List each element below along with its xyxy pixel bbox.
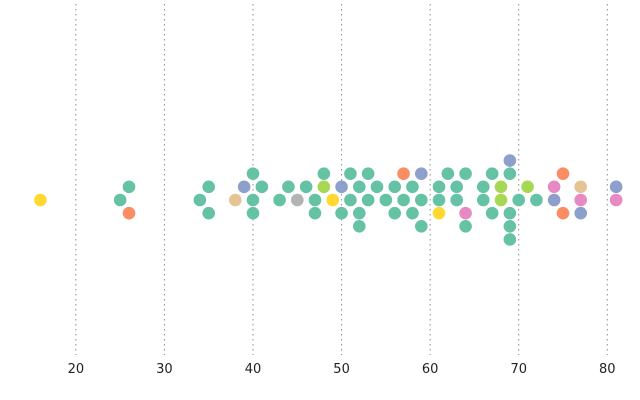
x-tick-label: 80 <box>599 362 616 377</box>
data-point <box>202 206 216 220</box>
data-point <box>361 193 375 207</box>
data-point <box>344 167 357 180</box>
data-point <box>556 206 570 220</box>
data-point <box>556 167 570 180</box>
data-point <box>308 193 322 207</box>
data-point <box>441 167 455 180</box>
data-point <box>202 180 216 194</box>
data-point <box>414 167 428 180</box>
x-tick-label: 60 <box>422 362 439 377</box>
data-point <box>503 167 517 180</box>
data-point <box>344 193 357 207</box>
data-point <box>246 193 260 207</box>
grid-lines <box>75 4 608 355</box>
data-point <box>406 180 419 194</box>
data-point <box>317 180 331 194</box>
data-point <box>34 193 47 207</box>
data-point <box>494 180 508 194</box>
data-point <box>388 180 402 194</box>
data-point <box>459 206 472 220</box>
data-point <box>414 220 428 233</box>
data-point <box>352 206 366 220</box>
data-point <box>326 193 340 207</box>
data-point <box>450 180 464 194</box>
data-point <box>255 180 269 194</box>
data-point <box>352 180 366 194</box>
data-point <box>228 193 242 207</box>
data-point <box>530 193 543 207</box>
data-point <box>609 180 623 194</box>
data-point <box>503 154 517 167</box>
data-point <box>388 206 402 220</box>
data-point <box>476 180 490 194</box>
data-point <box>432 180 446 194</box>
data-point <box>246 167 260 180</box>
x-axis-tick-labels: 20 30 40 50 60 70 80 <box>68 362 616 377</box>
data-point <box>547 180 561 194</box>
data-point <box>432 206 446 220</box>
data-point <box>397 167 410 180</box>
data-point <box>246 206 260 220</box>
data-point <box>335 180 348 194</box>
data-point <box>308 206 322 220</box>
data-point <box>122 206 136 220</box>
data-point <box>273 193 286 207</box>
x-tick-label: 70 <box>510 362 527 377</box>
data-point <box>122 180 136 194</box>
data-point <box>397 193 410 207</box>
data-point <box>609 193 623 207</box>
data-point <box>290 193 304 207</box>
data-points <box>34 154 623 246</box>
data-point <box>521 180 534 194</box>
data-point <box>494 193 508 207</box>
x-tick-label: 50 <box>333 362 350 377</box>
data-point <box>406 206 419 220</box>
data-point <box>503 220 517 233</box>
data-point <box>485 206 499 220</box>
data-point <box>476 193 490 207</box>
data-point <box>379 193 393 207</box>
data-point <box>299 180 313 194</box>
data-point <box>432 193 446 207</box>
data-point <box>414 193 428 207</box>
data-point <box>512 193 526 207</box>
data-point <box>503 206 517 220</box>
x-tick-label: 40 <box>245 362 262 377</box>
data-point <box>317 167 331 180</box>
x-tick-label: 30 <box>156 362 173 377</box>
data-point <box>113 193 127 207</box>
data-point <box>459 220 472 233</box>
data-point <box>459 167 472 180</box>
data-point <box>237 180 251 194</box>
x-tick-label: 20 <box>68 362 85 377</box>
data-point <box>282 180 295 194</box>
data-point <box>352 220 366 233</box>
data-point <box>485 167 499 180</box>
data-point <box>574 193 588 207</box>
data-point <box>547 193 561 207</box>
data-point <box>361 167 375 180</box>
data-point <box>574 180 588 194</box>
data-point <box>450 193 464 207</box>
data-point <box>503 233 517 246</box>
data-point <box>370 180 384 194</box>
data-point <box>335 206 348 220</box>
data-point <box>193 193 207 207</box>
data-point <box>574 206 588 220</box>
